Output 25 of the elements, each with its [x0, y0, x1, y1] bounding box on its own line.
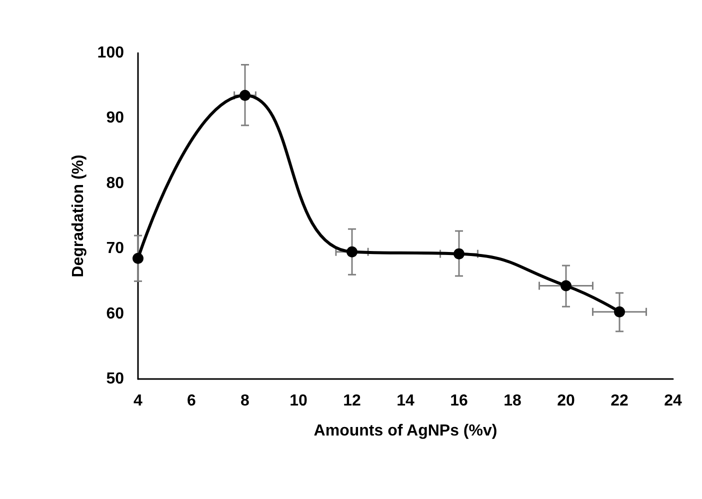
x-tick-label: 24: [664, 392, 682, 410]
point: [560, 280, 572, 292]
x-tick-label: 18: [504, 392, 522, 410]
x-tick-label: 8: [240, 392, 250, 410]
x-tick-label: 16: [450, 392, 468, 410]
point: [132, 252, 144, 264]
y-tick-label: 60: [106, 305, 124, 322]
y-tick-label: 90: [106, 110, 124, 127]
x-tick-label: 6: [187, 392, 196, 410]
x-tick-label: 20: [557, 392, 575, 410]
x-tick-label: 10: [290, 392, 308, 410]
point: [346, 246, 358, 258]
x-tick-label: 12: [343, 392, 361, 410]
y-tick-label: 80: [106, 174, 124, 192]
point: [454, 248, 464, 260]
x-axis-title: Amounts of AgNPs (%v): [314, 422, 498, 440]
x-tick-label: 22: [610, 392, 628, 410]
y-axis-title: Degradation (%): [70, 154, 87, 278]
y-tick-label: 100: [97, 44, 124, 62]
x-tick-label: 14: [396, 392, 414, 410]
y-tick-label: 50: [106, 370, 124, 388]
point: [240, 90, 250, 101]
x-tick-label: 4: [134, 392, 143, 410]
y-tick-label: 70: [106, 240, 124, 258]
point: [614, 306, 625, 318]
